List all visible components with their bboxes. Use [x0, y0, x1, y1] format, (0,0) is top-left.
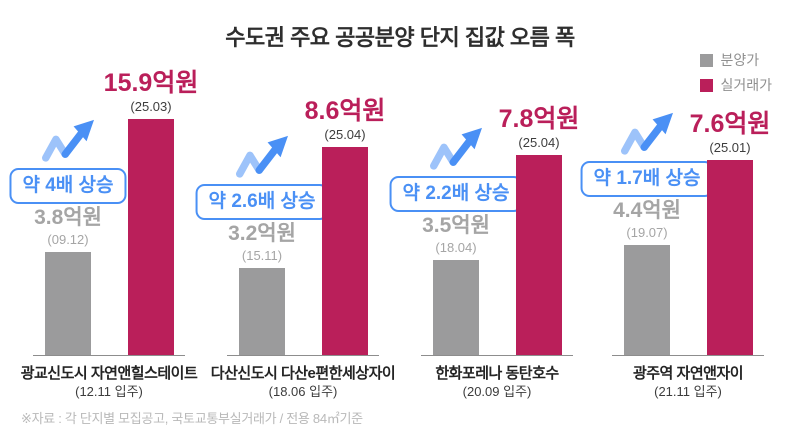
legend-item-actual: 실거래가	[700, 75, 772, 95]
presale-price-label: 3.5억원	[422, 214, 490, 237]
chart-group: 약 4배 상승 3.8억원 (09.12) 15.9억원 (25.03) 광교신…	[9, 0, 198, 437]
rise-arrow-icon	[427, 126, 485, 178]
move-in-date: (18.06 입주)	[268, 384, 338, 399]
actual-bar	[128, 119, 174, 355]
presale-bar	[624, 245, 670, 355]
move-in-date: (21.11 입주)	[654, 384, 722, 399]
actual-date-label: (25.01)	[709, 140, 751, 155]
chart-title: 수도권 주요 공공분양 단지 집값 오름 폭	[225, 25, 575, 50]
actual-price-label: 8.6억원	[304, 97, 386, 125]
rise-arrow-icon	[618, 111, 676, 163]
complex-name: 한화포레나 동탄호수	[435, 365, 559, 382]
legend: 분양가 실거래가	[700, 50, 772, 95]
increase-badge: 약 1.7배 상승	[580, 161, 714, 197]
actual-bar	[322, 147, 368, 355]
actual-swatch-icon	[700, 78, 714, 92]
complex-name: 광교신도시 자연앤힐스테이트	[20, 365, 198, 382]
baseline	[421, 355, 573, 356]
presale-date-label: (18.04)	[435, 240, 477, 255]
actual-bar	[707, 160, 753, 355]
presale-date-label: (19.07)	[626, 225, 668, 240]
baseline	[612, 355, 764, 356]
rise-arrow-icon	[233, 134, 291, 186]
actual-date-label: (25.03)	[130, 99, 172, 114]
presale-swatch-icon	[700, 53, 714, 67]
move-in-date: (12.11 입주)	[75, 384, 143, 399]
chart-group: 약 1.7배 상승 4.4억원 (19.07) 7.6억원 (25.01) 광주…	[580, 0, 770, 437]
legend-item-presale: 분양가	[700, 50, 772, 70]
increase-badge: 약 2.2배 상승	[389, 176, 523, 212]
chart-group: 약 2.6배 상승 3.2억원 (15.11) 8.6억원 (25.04) 다산…	[195, 0, 396, 437]
actual-price-label: 7.8억원	[498, 105, 580, 133]
presale-bar	[433, 260, 479, 355]
rise-arrow-icon	[39, 118, 97, 170]
presale-price-label: 3.8억원	[34, 206, 102, 229]
source-footnote: ※자료 : 각 단지별 모집공고, 국토교통부실거래가 / 전용 84㎡기준	[21, 411, 363, 426]
increase-badge: 약 4배 상승	[9, 168, 127, 204]
actual-date-label: (25.04)	[324, 127, 366, 142]
move-in-date: (20.09 입주)	[462, 384, 532, 399]
presale-bar	[239, 268, 285, 355]
presale-price-label: 4.4억원	[613, 199, 681, 222]
complex-name: 광주역 자연앤자이	[632, 365, 744, 382]
baseline	[33, 355, 185, 356]
actual-date-label: (25.04)	[518, 135, 560, 150]
presale-bar	[45, 252, 91, 355]
presale-date-label: (09.12)	[47, 232, 89, 247]
increase-badge: 약 2.6배 상승	[195, 184, 329, 220]
presale-price-label: 3.2억원	[228, 222, 296, 245]
legend-label: 분양가	[720, 52, 760, 68]
legend-label: 실거래가	[720, 77, 772, 93]
complex-name: 다산신도시 다산e편한세상자이	[210, 365, 396, 382]
actual-price-label: 15.9억원	[103, 69, 199, 97]
baseline	[227, 355, 379, 356]
actual-bar	[516, 155, 562, 355]
chart-group: 약 2.2배 상승 3.5억원 (18.04) 7.8억원 (25.04) 한화…	[389, 0, 579, 437]
actual-price-label: 7.6억원	[689, 110, 771, 138]
presale-date-label: (15.11)	[241, 248, 283, 263]
